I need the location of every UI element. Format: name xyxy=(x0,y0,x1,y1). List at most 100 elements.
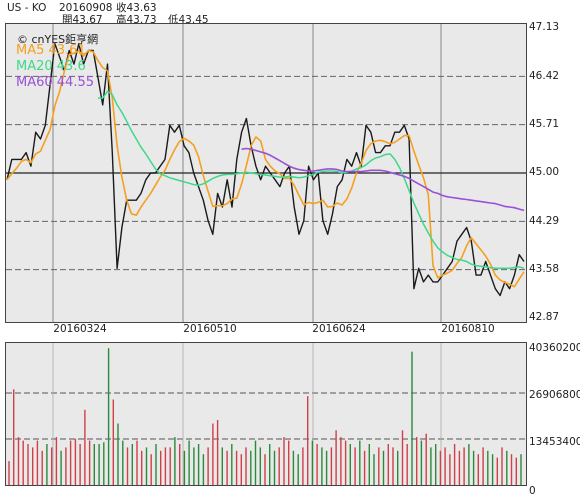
volume-bar xyxy=(425,433,427,485)
volume-bar xyxy=(363,450,366,485)
volume-bar xyxy=(292,450,295,485)
volume-bar xyxy=(387,444,389,485)
y-tick-price-3: 45.00 xyxy=(529,166,560,178)
volume-bar xyxy=(55,437,58,485)
volume-bar xyxy=(174,437,176,485)
header-close: 收43.63 xyxy=(116,2,157,14)
volume-bar xyxy=(330,447,333,485)
volume-bar xyxy=(321,447,323,485)
volume-bar xyxy=(193,447,195,485)
volume-bar xyxy=(107,348,110,485)
volume-bar xyxy=(22,440,24,485)
volume-bar xyxy=(60,450,62,485)
volume-bar xyxy=(278,447,280,485)
volume-bar xyxy=(122,440,124,485)
volume-bar xyxy=(51,447,53,485)
volume-bar xyxy=(283,437,285,485)
volume-bar xyxy=(273,450,276,485)
volume-bar xyxy=(349,444,351,485)
volume-bar xyxy=(88,440,91,485)
volume-bar xyxy=(496,457,498,485)
volume-bar xyxy=(482,447,484,485)
volume-bar xyxy=(520,454,522,485)
volume-bar xyxy=(344,440,347,485)
x-tick-3: 20160810 xyxy=(441,323,495,335)
volume-bar xyxy=(131,444,133,485)
volume-bar xyxy=(103,442,105,485)
volume-bar xyxy=(325,450,328,485)
volume-bar xyxy=(117,423,119,485)
legend-ma5: MA5 43.61 xyxy=(16,43,86,58)
volume-bar xyxy=(231,444,233,485)
volume-bar xyxy=(354,447,356,485)
volume-bar xyxy=(501,447,503,485)
x-tick-1: 20160510 xyxy=(183,323,237,335)
volume-bar xyxy=(382,450,385,485)
volume-bar xyxy=(406,444,408,485)
volume-bar xyxy=(430,447,432,485)
header-date: 20160908 xyxy=(59,2,113,14)
volume-bar xyxy=(397,450,399,485)
volume-bar xyxy=(245,447,247,485)
y-tick-price-1: 46.42 xyxy=(529,70,560,82)
volume-bar xyxy=(477,454,479,485)
volume-bar xyxy=(136,440,138,485)
volume-bar xyxy=(84,409,86,485)
volume-bar xyxy=(506,450,508,485)
volume-bar xyxy=(444,447,446,485)
volume-bar xyxy=(145,447,148,485)
y-tick-volume-3: 0 xyxy=(529,485,536,497)
volume-bar xyxy=(335,430,337,485)
y-tick-price-6: 42.87 xyxy=(529,311,560,323)
volume-bar xyxy=(160,450,162,485)
volume-bar xyxy=(74,438,77,485)
volume-bar xyxy=(420,440,423,485)
series-line-ma20 xyxy=(98,90,525,270)
volume-bar xyxy=(188,440,190,485)
volume-bar xyxy=(27,444,29,485)
y-tick-price-0: 47.13 xyxy=(529,21,560,33)
series-line-price xyxy=(6,43,525,297)
volume-bar xyxy=(112,399,114,485)
volume-bar xyxy=(392,447,394,485)
volume-bar xyxy=(378,447,380,485)
volume-bar xyxy=(8,461,10,485)
y-tick-volume-0: 40360200 xyxy=(529,342,580,354)
volume-bar xyxy=(164,447,167,485)
volume-bar xyxy=(41,450,43,485)
volume-bar xyxy=(212,423,214,485)
volume-bar xyxy=(69,440,72,485)
volume-bar xyxy=(93,444,95,485)
volume-bar xyxy=(202,454,205,485)
volume-bar xyxy=(401,430,404,485)
series-line-ma60 xyxy=(241,147,525,212)
volume-bar xyxy=(36,440,39,485)
volume-bar xyxy=(439,450,442,485)
cnyes-watermark: © cnYES鉅亨網 xyxy=(17,33,99,46)
y-tick-volume-2: 13453400 xyxy=(529,436,580,448)
volume-bar xyxy=(65,447,67,485)
volume-bar xyxy=(98,444,100,485)
volume-bar xyxy=(491,454,494,485)
volume-bar xyxy=(235,450,238,485)
volume-bar xyxy=(515,457,517,485)
volume-bar xyxy=(207,447,209,485)
volume-bar xyxy=(183,450,186,485)
volume-bar xyxy=(316,444,318,485)
volume-bar xyxy=(155,444,157,485)
y-tick-volume-1: 26906800 xyxy=(529,389,580,401)
volume-bar xyxy=(150,454,152,485)
x-tick-0: 20160324 xyxy=(53,323,107,335)
volume-bar xyxy=(435,444,437,485)
legend-ma60: MA60 44.55 xyxy=(16,75,94,90)
volume-bar xyxy=(46,444,48,485)
volume-bar xyxy=(487,450,489,485)
volume-bar xyxy=(463,447,465,485)
series-line-ma5 xyxy=(6,49,525,288)
volume-bar xyxy=(297,454,299,485)
y-tick-price-2: 45.71 xyxy=(529,118,560,130)
volume-bar xyxy=(311,440,314,485)
volume-bar xyxy=(472,450,475,485)
volume-bar xyxy=(216,420,219,485)
